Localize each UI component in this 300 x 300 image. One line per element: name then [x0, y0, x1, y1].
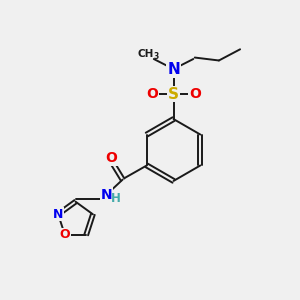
- Text: 3: 3: [154, 52, 159, 61]
- Text: H: H: [111, 192, 121, 205]
- Text: N: N: [53, 208, 63, 221]
- Text: O: O: [106, 152, 117, 165]
- Text: N: N: [100, 188, 112, 202]
- Text: O: O: [146, 87, 158, 101]
- Text: CH: CH: [138, 49, 154, 59]
- Text: S: S: [168, 87, 179, 102]
- Text: O: O: [189, 87, 201, 101]
- Text: N: N: [167, 62, 180, 77]
- Text: O: O: [59, 228, 70, 241]
